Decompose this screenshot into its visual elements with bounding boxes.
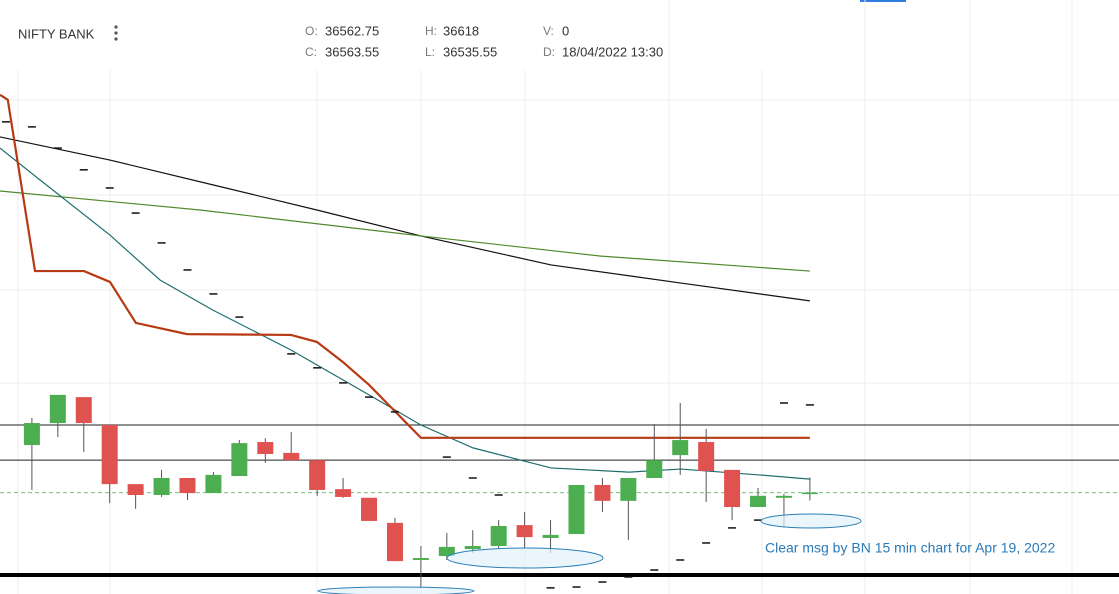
highlight-ellipse (317, 586, 475, 594)
symbol[interactable]: NIFTY BANK (18, 26, 95, 41)
plot (0, 93, 1119, 589)
candle-body (801, 492, 818, 495)
menu-dot[interactable] (114, 25, 118, 29)
candle-body (464, 546, 481, 550)
candle-body (386, 522, 403, 562)
candle-body (594, 484, 611, 501)
close-value: 36563.55 (325, 44, 379, 59)
candle-body (542, 534, 559, 538)
candle-body (153, 477, 170, 495)
candle-body (361, 497, 378, 521)
candle-body (101, 425, 118, 485)
menu-dot[interactable] (114, 31, 118, 35)
volume-value: 0 (562, 23, 569, 38)
header: NIFTY BANK O: 36562.75 C: 36563.55 H: 36… (18, 23, 663, 59)
candle-body (672, 440, 689, 456)
high-label: H: (425, 24, 437, 38)
candle-body (724, 469, 741, 507)
open-label: O: (305, 24, 318, 38)
candle-body (646, 460, 663, 478)
candle-body (179, 477, 196, 494)
candle-body (775, 495, 792, 498)
candle-body (568, 484, 585, 535)
candle-body (205, 474, 222, 494)
candle-body (257, 442, 274, 455)
candle-body (283, 452, 300, 461)
low-value: 36535.55 (443, 44, 497, 59)
highlight-ellipse (760, 513, 862, 529)
indicator-line (0, 136, 810, 302)
candle-body (412, 558, 429, 560)
indicator-line (0, 190, 810, 272)
indicator-line (0, 93, 810, 439)
candle-body (438, 546, 455, 557)
candle-body (75, 397, 92, 424)
annotation: Clear msg by BN 15 min chart for Apr 19,… (765, 540, 1055, 556)
top-tab-indicator (860, 0, 906, 2)
candle-body (698, 442, 715, 472)
candle-body (127, 484, 144, 495)
open-value: 36562.75 (325, 23, 379, 38)
candle-body (750, 495, 767, 507)
candle-body (620, 477, 637, 501)
candle-body (516, 525, 533, 538)
high-value: 36618 (443, 23, 479, 38)
candle-body (309, 460, 326, 490)
low-label: L: (425, 45, 435, 59)
date-label: D: (543, 45, 555, 59)
candle-body (23, 423, 40, 446)
close-label: C: (305, 45, 317, 59)
candle-body (49, 394, 66, 424)
date-value: 18/04/2022 13:30 (562, 44, 663, 59)
candle-body (490, 525, 507, 547)
candle-body (335, 489, 352, 497)
candle-body (231, 443, 248, 477)
volume-label: V: (543, 24, 554, 38)
menu-dot[interactable] (114, 37, 118, 41)
highlight-ellipse (446, 547, 604, 569)
